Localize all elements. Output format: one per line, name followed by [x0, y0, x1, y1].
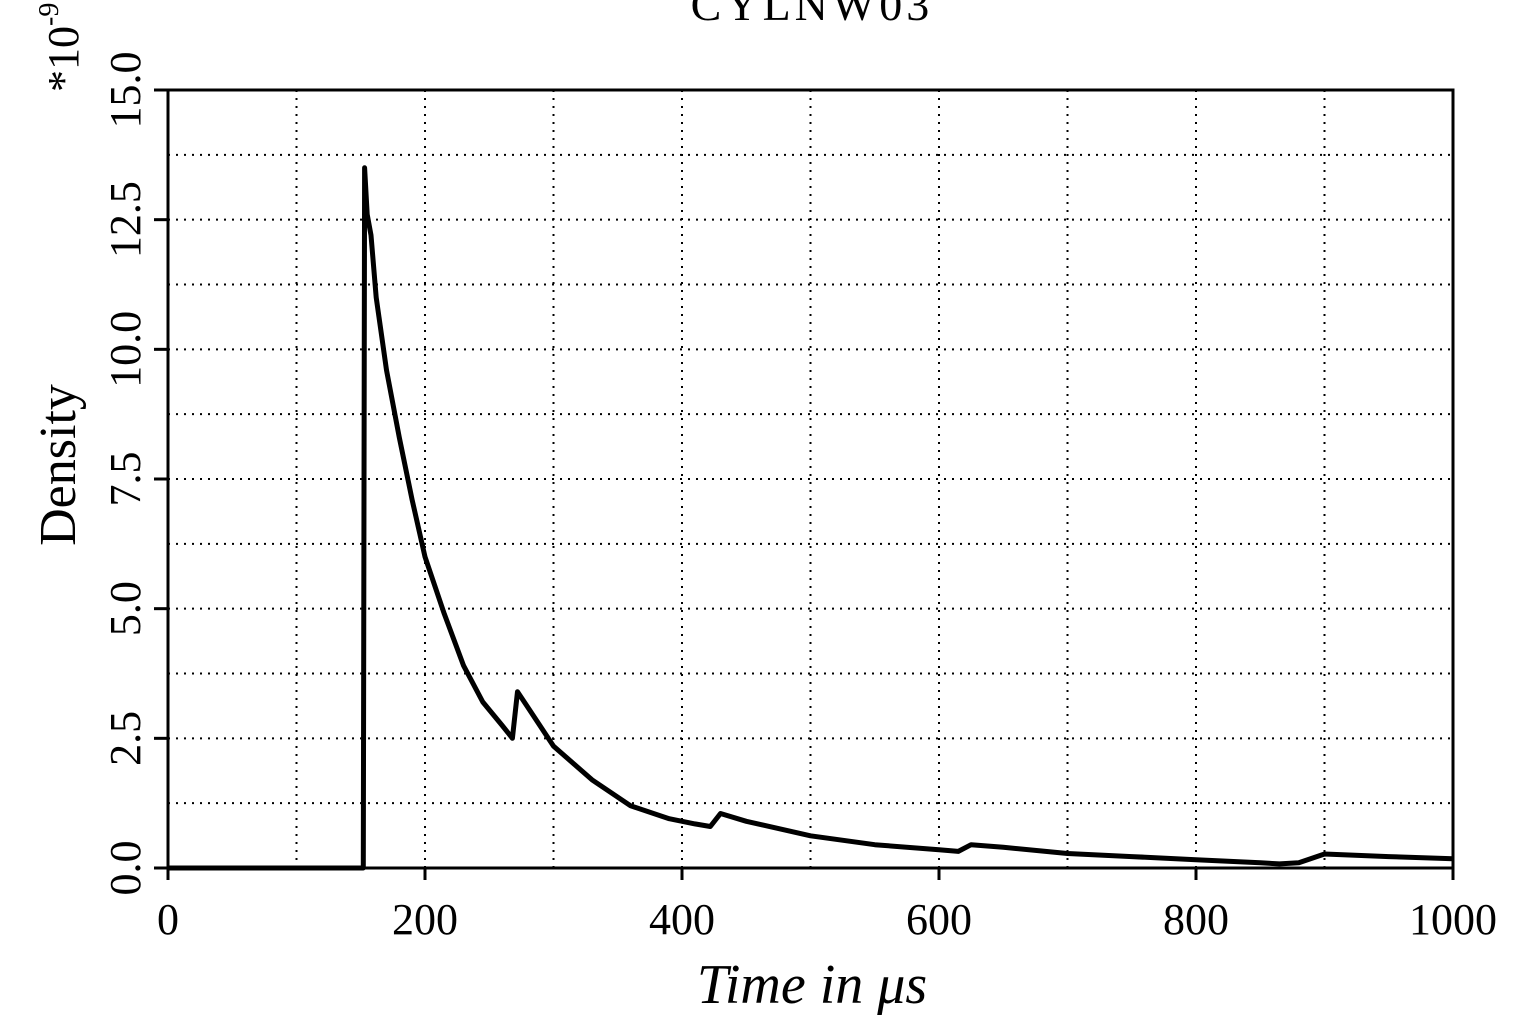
y-tick-label: 10.0	[101, 311, 150, 388]
x-tick-label: 800	[1163, 895, 1229, 944]
y-axis-label: Density	[30, 384, 87, 546]
y-multiplier: *10-9	[34, 3, 88, 92]
y-tick-label: 15.0	[101, 52, 150, 129]
y-tick-label: 2.5	[101, 711, 150, 766]
plot-frame	[166, 88, 1455, 870]
series-line-density	[168, 165, 1454, 871]
x-tick-label: 600	[906, 895, 972, 944]
y-tick-label: 5.0	[101, 581, 150, 636]
y-multiplier-base: *10	[39, 26, 88, 92]
chart-title: CYLNW03	[691, 0, 934, 30]
x-axis: 0 200 400 600 800 1000	[157, 868, 1497, 944]
x-tick-label: 400	[649, 895, 715, 944]
x-tick-label: 0	[157, 895, 179, 944]
svg-text:*10-9: *10-9	[34, 3, 88, 92]
y-tick-label: 0.0	[101, 841, 150, 896]
x-axis-label: Time in μs	[697, 954, 927, 1016]
y-tick-label: 12.5	[101, 181, 150, 258]
x-tick-label: 200	[392, 895, 458, 944]
x-tick-label: 1000	[1409, 895, 1497, 944]
grid	[168, 90, 1453, 868]
y-tick-label: 7.5	[101, 452, 150, 507]
y-multiplier-exponent: -9	[34, 3, 65, 26]
y-axis: 0.0 2.5 5.0 7.5 10.0 12.5 15.0	[101, 52, 168, 896]
